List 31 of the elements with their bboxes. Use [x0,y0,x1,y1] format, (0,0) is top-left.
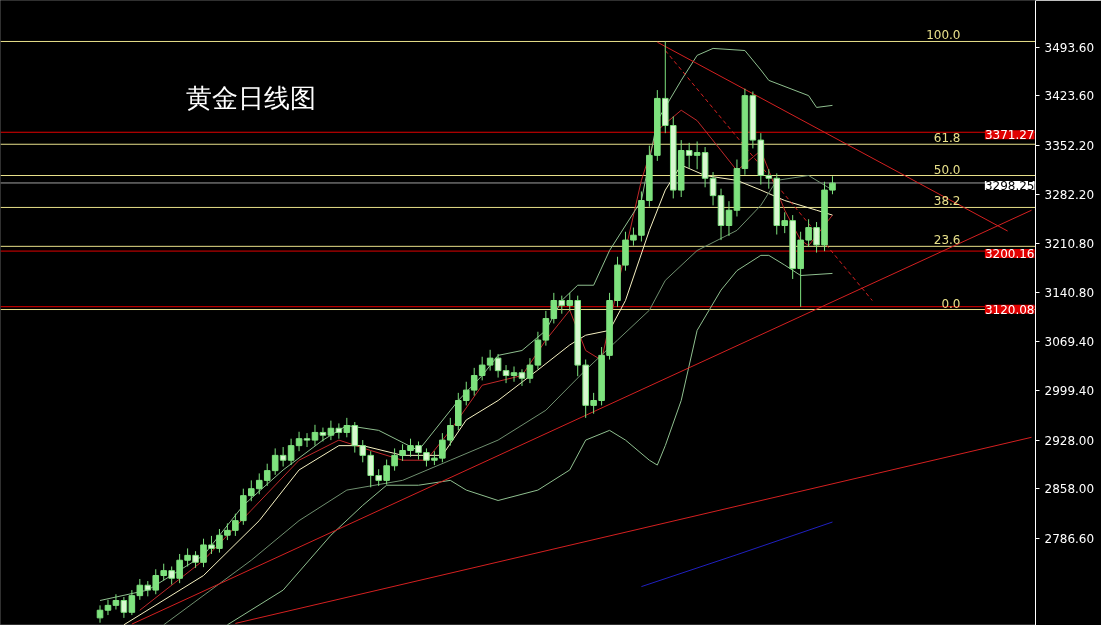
ref-line-label: 3120.08 [984,302,1035,317]
candlestick [311,424,319,447]
y-tick-label: 3140.80 [1044,285,1095,300]
candlestick [725,200,733,237]
annotation: 100.0 [926,28,961,43]
candlestick [96,604,104,624]
y-tick-label: 2999.40 [1044,384,1095,398]
y-tick-label: 3493.60 [1044,40,1095,55]
ref-line-label: 3298.25 [984,178,1035,193]
y-tick-label: 3069.40 [1044,335,1095,350]
ref-line-label: 3200.16 [984,247,1035,262]
annotation: 61.8 [933,131,961,146]
candlestick [709,171,717,206]
line-series [226,254,833,625]
y-tick-label: 2786.60 [1044,531,1095,546]
ref-line-label: 3371.27 [984,128,1035,143]
candlestick [518,368,526,387]
y-tick-label: 3282.20 [1044,187,1095,202]
candlestick [303,432,311,448]
line-series [99,47,833,601]
candlestick [510,365,518,383]
candlestick [104,599,112,616]
text: 黄金日线图 [185,82,316,113]
annotation: 50.0 [933,162,961,177]
candlestick [295,431,303,452]
annotation: 23.6 [933,233,961,248]
y-tick-label: 2858.00 [1044,482,1095,497]
y-tick-label: 2928.00 [1044,433,1095,448]
y-tick-label: 3423.60 [1044,89,1095,104]
y-tick-label: 3210.80 [1044,237,1095,252]
y-tick-label: 3352.20 [1044,139,1095,153]
